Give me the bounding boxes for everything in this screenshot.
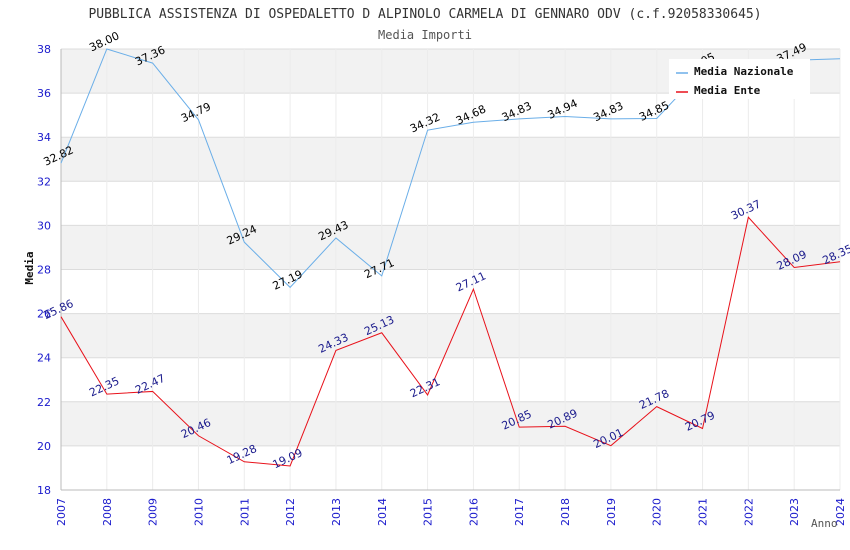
series-line-media-ente (60, 216, 841, 467)
chart-subtitle: Media Importi (378, 28, 472, 42)
x-tick-label: 2024 (834, 498, 847, 526)
y-tick-label: 18 (37, 484, 51, 497)
y-tick-label: 28 (37, 264, 51, 277)
y-tick-label: 24 (37, 352, 51, 365)
x-tick-label: 2016 (467, 498, 480, 526)
y-tick-label: 22 (37, 396, 51, 409)
x-tick-label: 2011 (238, 498, 251, 526)
y-tick-label: 30 (37, 219, 51, 232)
x-tick-label: 2013 (330, 498, 343, 526)
x-tick-label: 2009 (147, 498, 160, 526)
y-axis-ticks: 18 20 22 24 26 28 30 32 34 36 38 (37, 43, 51, 497)
y-tick-label: 34 (37, 131, 51, 144)
legend: Media Nazionale Media Ente (669, 59, 810, 99)
x-tick-label: 2020 (651, 498, 664, 526)
gridlines (60, 48, 841, 491)
x-tick-label: 2021 (697, 498, 710, 526)
x-tick-label: 2018 (559, 498, 572, 526)
x-axis-label: Anno (811, 517, 838, 530)
plot-band (61, 137, 840, 182)
x-tick-label: 2010 (192, 498, 205, 526)
legend-box (669, 59, 810, 99)
x-tick-label: 2019 (605, 498, 618, 526)
x-axis-ticks: 2007 2008 2009 2010 2011 2012 2013 2014 2015 2016… (55, 498, 847, 526)
axes (60, 49, 840, 491)
x-tick-label: 2007 (55, 498, 68, 526)
x-tick-label: 2015 (422, 498, 435, 526)
y-tick-label: 20 (37, 440, 51, 453)
y-tick-label: 38 (37, 43, 51, 56)
plot-band (61, 225, 840, 270)
chart-title: PUBBLICA ASSISTENZA DI OSPEDALETTO D ALP… (88, 7, 761, 22)
x-tick-label: 2012 (284, 498, 297, 526)
y-axis-label: Media (23, 251, 36, 284)
x-tick-label: 2014 (376, 498, 389, 526)
legend-label: Media Nazionale (694, 65, 794, 78)
y-tick-label: 26 (37, 308, 51, 321)
y-tick-label: 32 (37, 175, 51, 188)
x-tick-label: 2017 (513, 498, 526, 526)
legend-label: Media Ente (694, 84, 761, 97)
plot-band (61, 401, 840, 446)
y-tick-label: 36 (37, 87, 51, 100)
x-tick-label: 2023 (788, 498, 801, 526)
plot-band (61, 313, 840, 358)
x-tick-label: 2008 (101, 498, 114, 526)
x-tick-label: 2022 (742, 498, 755, 526)
